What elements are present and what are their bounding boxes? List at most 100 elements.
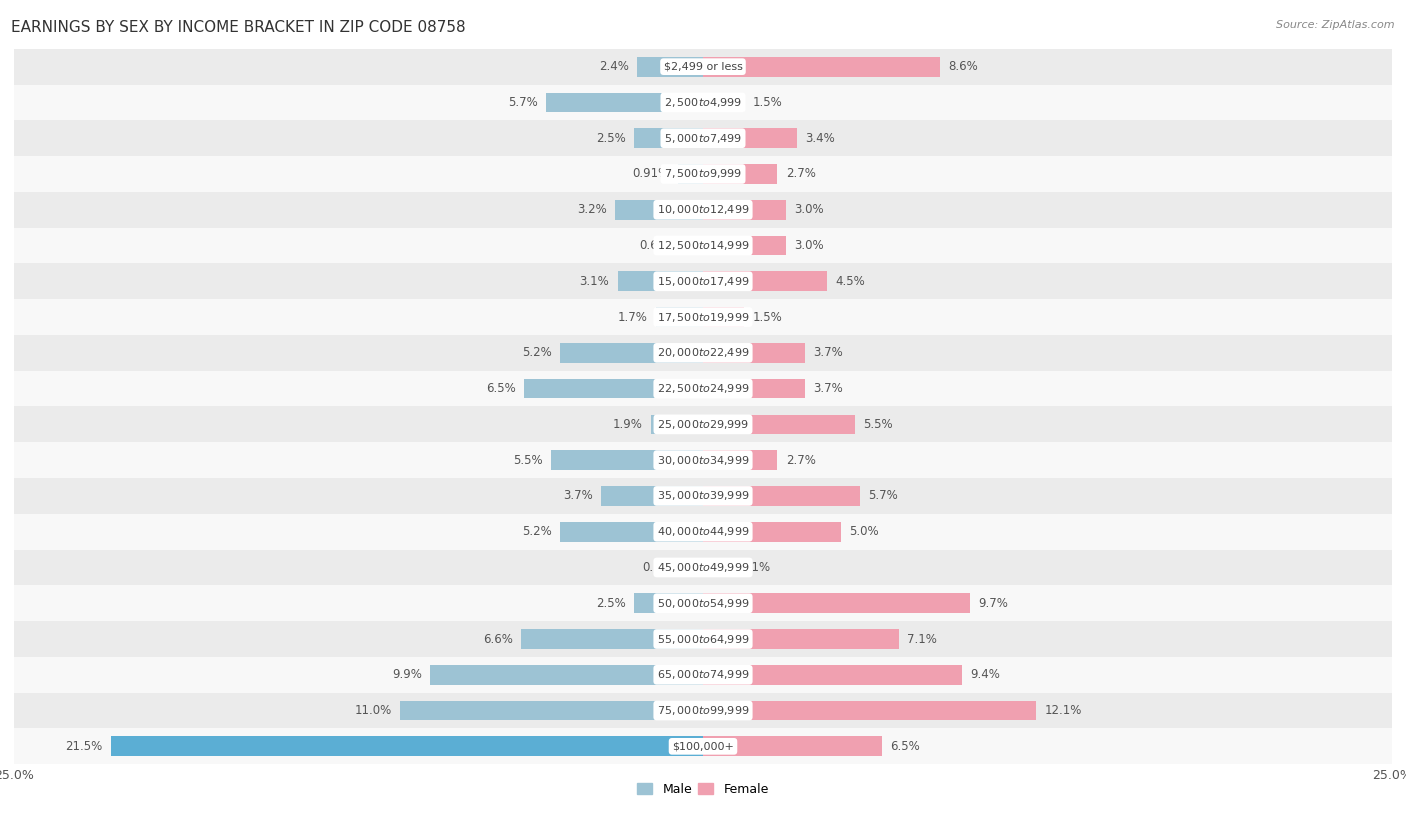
Text: 12.1%: 12.1% (1045, 704, 1083, 717)
Bar (14, 585, 1392, 621)
Bar (14, 371, 1392, 406)
Text: 0.57%: 0.57% (643, 561, 679, 574)
Text: 8.6%: 8.6% (948, 60, 979, 73)
Bar (560, 343, 703, 363)
Bar (703, 665, 962, 685)
Legend: Male, Female: Male, Female (633, 778, 773, 801)
Text: $40,000 to $44,999: $40,000 to $44,999 (657, 525, 749, 538)
Text: 9.9%: 9.9% (392, 668, 422, 681)
Text: 3.0%: 3.0% (794, 239, 824, 252)
Text: 2.7%: 2.7% (786, 454, 815, 467)
Text: $10,000 to $12,499: $10,000 to $12,499 (657, 203, 749, 216)
Text: $45,000 to $49,999: $45,000 to $49,999 (657, 561, 749, 574)
Bar (703, 737, 882, 756)
Text: $5,000 to $7,499: $5,000 to $7,499 (664, 132, 742, 145)
Bar (14, 406, 1392, 442)
Text: 5.5%: 5.5% (863, 418, 893, 431)
Text: 6.5%: 6.5% (486, 382, 516, 395)
Text: 1.9%: 1.9% (613, 418, 643, 431)
Bar (703, 57, 941, 76)
Text: 9.7%: 9.7% (979, 597, 1008, 610)
Bar (657, 307, 703, 327)
Text: EARNINGS BY SEX BY INCOME BRACKET IN ZIP CODE 08758: EARNINGS BY SEX BY INCOME BRACKET IN ZIP… (11, 20, 465, 35)
Bar (14, 156, 1392, 192)
Text: 0.81%: 0.81% (734, 561, 770, 574)
Text: 2.7%: 2.7% (786, 167, 815, 180)
Text: 0.68%: 0.68% (638, 239, 676, 252)
Bar (703, 450, 778, 470)
Text: 5.7%: 5.7% (508, 96, 537, 109)
Bar (703, 522, 841, 541)
Text: 6.6%: 6.6% (484, 633, 513, 646)
Text: 2.4%: 2.4% (599, 60, 628, 73)
Bar (399, 701, 703, 720)
Bar (703, 164, 778, 184)
Text: $20,000 to $22,499: $20,000 to $22,499 (657, 346, 749, 359)
Bar (14, 192, 1392, 228)
Bar (703, 272, 827, 291)
Bar (600, 486, 703, 506)
Text: 3.4%: 3.4% (806, 132, 835, 145)
Text: $2,500 to $4,999: $2,500 to $4,999 (664, 96, 742, 109)
Bar (703, 200, 786, 220)
Text: 2.5%: 2.5% (596, 132, 626, 145)
Bar (703, 307, 744, 327)
Bar (703, 343, 806, 363)
Bar (703, 415, 855, 434)
Text: 6.5%: 6.5% (890, 740, 920, 753)
Text: $22,500 to $24,999: $22,500 to $24,999 (657, 382, 749, 395)
Text: 3.0%: 3.0% (794, 203, 824, 216)
Text: 5.5%: 5.5% (513, 454, 543, 467)
Bar (703, 379, 806, 398)
Text: 5.0%: 5.0% (849, 525, 879, 538)
Bar (703, 701, 1036, 720)
Bar (703, 236, 786, 255)
Text: 2.5%: 2.5% (596, 597, 626, 610)
Bar (551, 450, 703, 470)
Text: 7.1%: 7.1% (907, 633, 936, 646)
Bar (14, 85, 1392, 120)
Text: $7,500 to $9,999: $7,500 to $9,999 (664, 167, 742, 180)
Bar (685, 236, 703, 255)
Bar (634, 593, 703, 613)
Bar (703, 629, 898, 649)
Bar (560, 522, 703, 541)
Text: 9.4%: 9.4% (970, 668, 1000, 681)
Bar (634, 128, 703, 148)
Text: $25,000 to $29,999: $25,000 to $29,999 (657, 418, 749, 431)
Text: $35,000 to $39,999: $35,000 to $39,999 (657, 489, 749, 502)
Bar (14, 728, 1392, 764)
Text: $55,000 to $64,999: $55,000 to $64,999 (657, 633, 749, 646)
Text: $30,000 to $34,999: $30,000 to $34,999 (657, 454, 749, 467)
Bar (678, 164, 703, 184)
Text: 1.7%: 1.7% (619, 311, 648, 324)
Text: 1.5%: 1.5% (752, 311, 782, 324)
Bar (14, 621, 1392, 657)
Text: 5.2%: 5.2% (522, 346, 551, 359)
Text: $75,000 to $99,999: $75,000 to $99,999 (657, 704, 749, 717)
Bar (703, 593, 970, 613)
Bar (703, 128, 797, 148)
Bar (617, 272, 703, 291)
Text: 4.5%: 4.5% (835, 275, 865, 288)
Text: 11.0%: 11.0% (354, 704, 392, 717)
Bar (522, 629, 703, 649)
Text: 1.5%: 1.5% (752, 96, 782, 109)
Bar (14, 228, 1392, 263)
Bar (14, 550, 1392, 585)
Text: 3.7%: 3.7% (813, 346, 844, 359)
Bar (14, 514, 1392, 550)
Bar (14, 49, 1392, 85)
Bar (14, 263, 1392, 299)
Text: Source: ZipAtlas.com: Source: ZipAtlas.com (1277, 20, 1395, 30)
Bar (637, 57, 703, 76)
Bar (111, 737, 703, 756)
Bar (614, 200, 703, 220)
Bar (651, 415, 703, 434)
Bar (14, 442, 1392, 478)
Bar (14, 335, 1392, 371)
Text: $100,000+: $100,000+ (672, 741, 734, 751)
Bar (14, 657, 1392, 693)
Text: 3.7%: 3.7% (562, 489, 593, 502)
Text: $65,000 to $74,999: $65,000 to $74,999 (657, 668, 749, 681)
